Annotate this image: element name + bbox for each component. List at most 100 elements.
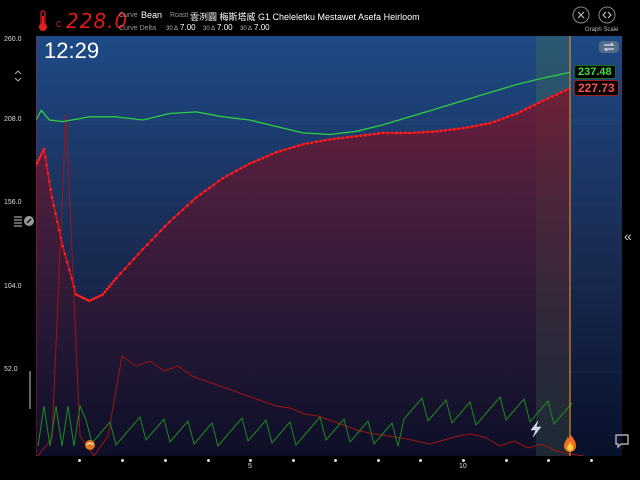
bean-temp-point <box>81 296 85 299</box>
bean-temp-point <box>435 130 438 133</box>
bean-temp-point <box>257 158 260 162</box>
bean-temp-point <box>101 293 105 296</box>
delta-3[interactable]: 30 Δ 7.00 <box>240 23 270 32</box>
bean-temp-point <box>49 188 52 191</box>
bean-temp-point <box>52 204 56 207</box>
bean-temp-point <box>479 123 483 127</box>
bean-temp-point <box>59 236 63 240</box>
turning-point-icon[interactable] <box>84 439 96 451</box>
delta-2[interactable]: 30 Δ 7.00 <box>203 23 233 32</box>
bean-temp-point <box>457 127 461 130</box>
bean-temp-point <box>63 252 67 256</box>
bean-temp-point <box>461 126 465 130</box>
bean-temp-point <box>372 132 376 136</box>
bean-ror-line <box>36 113 585 456</box>
x-label: 10 <box>459 463 467 470</box>
bean-temp-point <box>292 145 296 149</box>
bean-temp-point <box>510 113 514 117</box>
bean-temp-point <box>50 196 54 199</box>
bean-temp-point <box>72 285 76 288</box>
bean-temp-point <box>493 120 496 123</box>
bean-temp-point <box>177 212 180 215</box>
bean-temp-point <box>99 294 102 297</box>
bean-temp-point <box>226 174 229 178</box>
right-rail <box>622 36 640 456</box>
bean-temp-point <box>390 131 394 135</box>
bean-temp-point <box>377 132 380 135</box>
thermometer-icon <box>39 10 47 31</box>
bean-temp-point <box>408 131 412 135</box>
bean-temp-point <box>475 124 478 127</box>
bean-temp-point <box>181 208 185 211</box>
y-tick: 104.0 <box>4 283 22 290</box>
bean-temp-point <box>506 115 510 119</box>
bean-temp-point <box>533 103 536 107</box>
bean-temp-point <box>108 285 111 288</box>
x-tick <box>164 459 167 462</box>
bean-temp-point <box>412 131 416 134</box>
bean-temp-point <box>112 279 116 283</box>
bean-temp-point <box>266 154 269 158</box>
bean-temp-point <box>114 277 118 280</box>
bean-temp-point <box>386 131 389 135</box>
bean-temp-point <box>497 118 501 122</box>
bean-temp-point <box>88 299 91 303</box>
bean-temp-point <box>399 131 403 135</box>
bean-temp-point <box>328 138 332 141</box>
chat-icon[interactable] <box>614 433 630 449</box>
bean-temp-point <box>203 189 207 193</box>
x-axis: 5 10 <box>36 456 622 480</box>
roast-graph <box>36 36 622 456</box>
bean-temp-point <box>137 252 140 256</box>
bean-temp-point <box>364 133 367 137</box>
bean-temp-point <box>221 176 225 180</box>
bean-temp-point <box>519 110 523 113</box>
bean-temp-point <box>141 247 145 251</box>
bean-temp-point <box>132 257 136 261</box>
temperature-unit: C <box>56 20 62 29</box>
bean-temp-point <box>41 150 44 154</box>
bean-temp-point <box>466 125 469 129</box>
bean-temp-point <box>288 146 291 150</box>
bean-temp-point <box>83 297 87 301</box>
roast-value[interactable]: 雲洌圓 梅斯塔威 G1 Cheleletku Mestawet Asefa He… <box>190 12 420 22</box>
bean-temp-point <box>341 136 345 140</box>
curve-value[interactable]: Bean <box>141 10 163 20</box>
bean-temp-point <box>306 142 309 145</box>
bean-temp-point <box>159 229 162 233</box>
bean-temp-point <box>217 180 220 183</box>
bean-temp-point <box>172 216 176 220</box>
bean-temp-point <box>319 139 323 143</box>
flame-icon[interactable] <box>562 433 578 453</box>
lightning-icon[interactable] <box>527 420 545 438</box>
bean-temp-point <box>484 122 487 126</box>
bean-temp-point <box>123 267 127 270</box>
bean-temp-point <box>555 93 558 96</box>
swap-icon[interactable] <box>598 40 620 54</box>
scroll-track[interactable] <box>29 371 31 409</box>
bean-temp-readout: 227.73 <box>574 80 619 96</box>
delta-1[interactable]: 30 Δ 7.00 <box>166 23 196 32</box>
bean-temp-point <box>56 220 59 224</box>
y-axis-rail: 260.0 208.0 156.0 104.0 52.0 <box>0 36 36 456</box>
bean-temp-point <box>103 290 107 294</box>
env-ror-line <box>37 395 573 448</box>
scroll-arrows-icon[interactable] <box>14 70 22 82</box>
layers-icon[interactable] <box>14 214 34 228</box>
collapse-icon[interactable] <box>572 6 590 24</box>
env-temp-line <box>36 71 571 136</box>
x-tick <box>249 459 252 462</box>
x-tick <box>78 459 81 462</box>
bean-temp-point <box>275 151 278 154</box>
bean-temp-point <box>128 262 131 266</box>
bean-temp-point <box>346 135 349 139</box>
bean-temp-point <box>208 186 211 190</box>
chevron-left-icon[interactable]: « <box>624 228 632 244</box>
bean-temp-point <box>426 130 429 134</box>
expand-icon[interactable] <box>598 6 616 24</box>
bean-temp-point <box>48 180 51 183</box>
bean-temp-point <box>90 298 93 302</box>
bean-temp-point <box>470 125 474 128</box>
bean-temp-point <box>150 238 153 242</box>
bean-temp-point <box>404 131 407 135</box>
